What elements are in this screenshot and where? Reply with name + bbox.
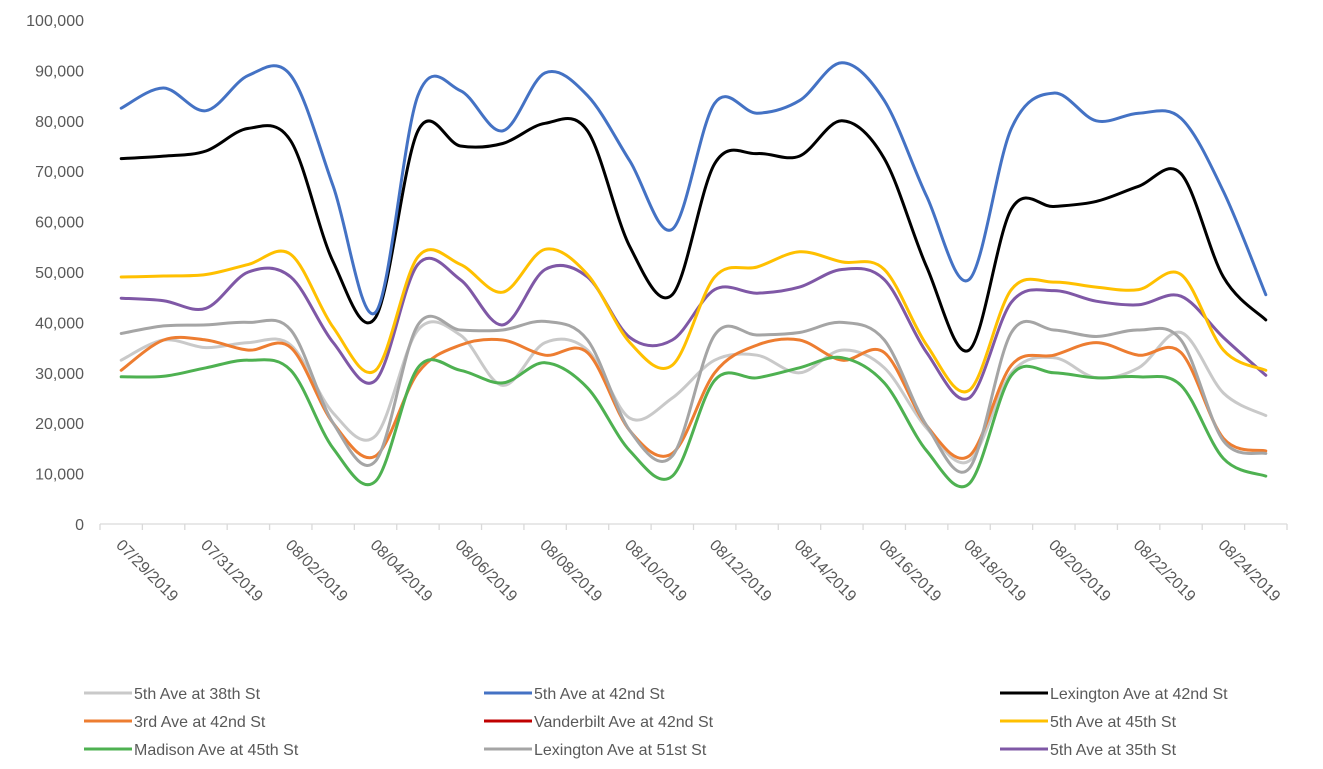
y-tick-label: 50,000 (35, 265, 84, 282)
y-tick-label: 100,000 (26, 13, 84, 30)
x-tick-label: 08/06/2019 (452, 537, 521, 606)
x-tick-label: 08/08/2019 (536, 537, 605, 606)
legend-label: Madison Ave at 45th St (134, 742, 299, 759)
x-axis-tick-labels: 07/29/2019 07/31/2019 08/02/2019 08/04/2019… (112, 537, 1283, 606)
series-line-2 (119, 61, 1268, 316)
legend-label: Lexington Ave at 51st St (534, 742, 707, 759)
series-line-4 (119, 335, 1268, 460)
x-axis-ticks (99, 524, 1288, 530)
x-tick-label: 08/24/2019 (1215, 537, 1284, 606)
y-tick-label: 30,000 (35, 366, 84, 383)
x-tick-label: 08/10/2019 (621, 537, 690, 606)
x-tick-label: 07/31/2019 (197, 537, 266, 606)
x-tick-label: 08/16/2019 (875, 537, 944, 606)
legend: 5th Ave at 38th St 5th Ave at 42nd St Lexi… (84, 686, 1228, 759)
x-tick-label: 08/20/2019 (1045, 537, 1114, 606)
x-tick-label: 08/02/2019 (282, 537, 351, 606)
series-line-7 (119, 355, 1268, 489)
x-tick-label: 08/18/2019 (960, 537, 1029, 606)
x-tick-label: 08/12/2019 (706, 537, 775, 606)
y-tick-label: 80,000 (35, 114, 84, 131)
y-tick-label: 90,000 (35, 63, 84, 80)
x-tick-label: 08/22/2019 (1130, 537, 1199, 606)
x-tick-label: 07/29/2019 (112, 537, 181, 606)
y-tick-label: 10,000 (35, 467, 84, 484)
series-line-3 (119, 117, 1268, 353)
legend-label: 5th Ave at 45th St (1050, 714, 1177, 731)
legend-label: 5th Ave at 42nd St (534, 686, 665, 703)
x-tick-label: 08/04/2019 (367, 537, 436, 606)
y-tick-label: 70,000 (35, 164, 84, 181)
legend-label: 5th Ave at 35th St (1050, 742, 1177, 759)
legend-label: Vanderbilt Ave at 42nd St (534, 714, 714, 731)
legend-label: 3rd Ave at 42nd St (134, 714, 266, 731)
legend-label: 5th Ave at 38th St (134, 686, 261, 703)
series-line-8 (119, 314, 1268, 474)
legend-label: Lexington Ave at 42nd St (1050, 686, 1228, 703)
y-tick-label: 40,000 (35, 315, 84, 332)
series-lines (119, 61, 1268, 489)
y-tick-label: 20,000 (35, 416, 84, 433)
y-tick-label: 0 (75, 517, 84, 534)
y-tick-label: 60,000 (35, 215, 84, 232)
x-tick-label: 08/14/2019 (791, 537, 860, 606)
series-line-6 (119, 247, 1268, 394)
y-axis-tick-labels: 0 10,000 20,000 30,000 40,000 50,000 60,000 70,… (26, 13, 84, 534)
series-line-9 (119, 256, 1268, 401)
